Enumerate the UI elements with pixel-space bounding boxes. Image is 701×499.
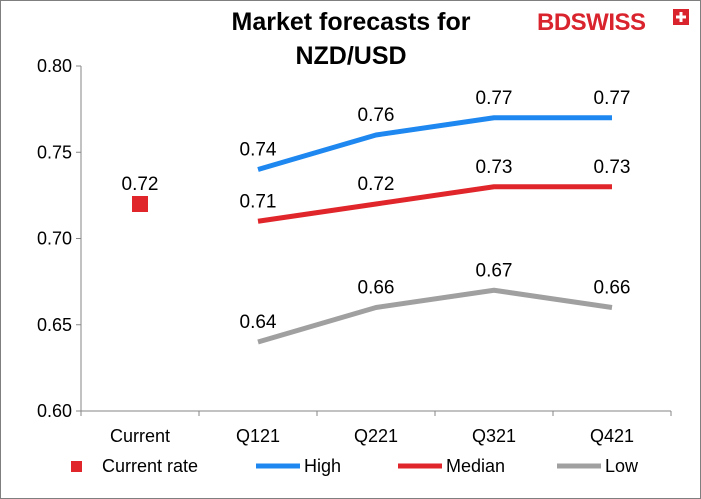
data-label-high: 0.74 <box>240 140 277 161</box>
y-tick-label: 0.70 <box>37 229 72 249</box>
chart-title-line-2: NZD/USD <box>295 42 407 70</box>
x-tick-label: Q421 <box>590 426 634 446</box>
logo-cross-icon <box>673 9 689 25</box>
logo-text-bd: BD <box>537 9 571 36</box>
x-tick-label: Q321 <box>472 426 516 446</box>
data-label-high: 0.76 <box>358 105 395 126</box>
legend-label-low: Low <box>605 456 639 476</box>
chart-title-line-1: Market forecasts for <box>231 8 471 36</box>
logo-text-swiss: SWISS <box>570 9 646 36</box>
x-tick-label: Current <box>110 426 170 446</box>
legend-label-current-rate: Current rate <box>102 456 198 476</box>
series-line-median <box>257 184 612 224</box>
data-label-low: 0.66 <box>358 278 395 299</box>
data-label-low: 0.66 <box>594 278 631 299</box>
data-label-high: 0.77 <box>594 88 631 109</box>
series-line-low <box>257 287 613 345</box>
data-label-median: 0.73 <box>594 157 631 178</box>
series-marker-current-rate <box>132 196 148 212</box>
chart-title: Market forecasts for NZD/USD <box>151 5 551 73</box>
data-label-median: 0.72 <box>358 174 395 195</box>
legend-swatch-current-rate <box>71 461 82 472</box>
data-label-low: 0.64 <box>240 312 277 333</box>
y-tick-label: 0.75 <box>37 142 72 162</box>
y-tick-label: 0.65 <box>37 315 72 335</box>
y-tick-label: 0.60 <box>37 401 72 421</box>
data-label-current-rate: 0.72 <box>122 174 159 195</box>
x-tick-label: Q121 <box>236 426 280 446</box>
data-label-median: 0.73 <box>476 157 513 178</box>
legend-label-high: High <box>304 456 341 476</box>
legend-label-median: Median <box>446 456 505 476</box>
data-label-median: 0.71 <box>240 191 277 212</box>
bdswiss-logo: BDSWISS <box>537 9 689 39</box>
data-label-high: 0.77 <box>476 88 513 109</box>
data-label-low: 0.67 <box>476 260 513 281</box>
x-tick-label: Q221 <box>354 426 398 446</box>
y-tick-label: 0.80 <box>37 56 72 76</box>
series-line-high <box>257 115 612 172</box>
